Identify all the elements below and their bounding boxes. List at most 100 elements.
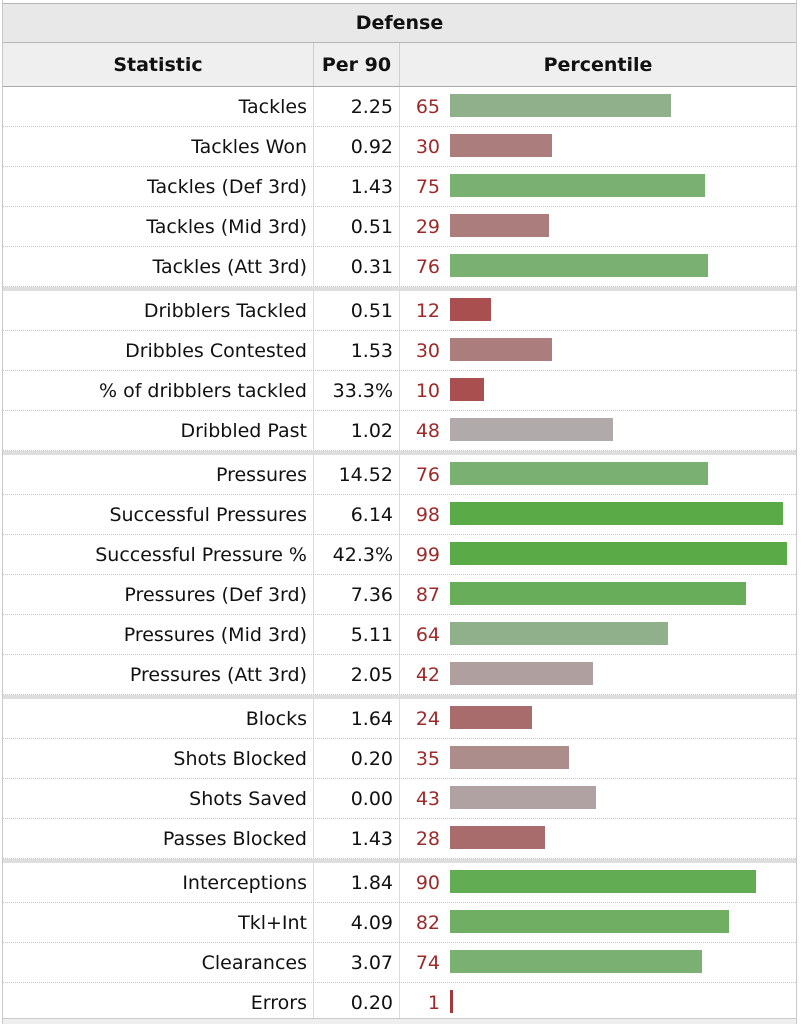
- table-bottom-edge: [3, 1018, 796, 1024]
- table-row: Interceptions 1.84 90: [3, 863, 796, 903]
- percentile-value: 87: [415, 583, 440, 606]
- stat-name: Pressures (Att 3rd): [3, 655, 314, 694]
- stat-name: Clearances: [3, 943, 314, 982]
- column-header-statistic[interactable]: Statistic: [3, 43, 314, 86]
- per90-value: 0.92: [314, 127, 400, 166]
- stat-name: Dribblers Tackled: [3, 291, 314, 330]
- percentile-bar: [450, 786, 596, 809]
- table-row: Dribbles Contested 1.53 30: [3, 331, 796, 371]
- percentile-bar: [450, 378, 484, 401]
- table-row: % of dribblers tackled 33.3% 10: [3, 371, 796, 411]
- top-strip: [3, 0, 796, 3]
- percentile-value: 24: [415, 707, 440, 730]
- percentile-value: 74: [415, 951, 440, 974]
- stat-name: % of dribblers tackled: [3, 371, 314, 410]
- stat-name: Successful Pressure %: [3, 535, 314, 574]
- percentile-bar: [450, 254, 708, 277]
- per90-value: 0.31: [314, 247, 400, 286]
- percentile-value: 35: [415, 747, 440, 770]
- stat-name: Tkl+Int: [3, 903, 314, 942]
- stat-name: Pressures (Mid 3rd): [3, 615, 314, 654]
- percentile-value: 10: [415, 379, 440, 402]
- stat-name: Pressures: [3, 455, 314, 494]
- group-separator: [3, 695, 796, 699]
- table-row: Clearances 3.07 74: [3, 943, 796, 983]
- percentile-bar: [450, 94, 671, 117]
- per90-value: 0.51: [314, 207, 400, 246]
- table-row: Shots Saved 0.00 43: [3, 779, 796, 819]
- table-row: Tackles 2.25 65: [3, 87, 796, 127]
- percentile-bar: [450, 338, 552, 361]
- percentile-value: 75: [415, 175, 440, 198]
- table-row: Successful Pressures 6.14 98: [3, 495, 796, 535]
- table-title: Defense: [3, 3, 796, 43]
- stat-name: Blocks: [3, 699, 314, 738]
- per90-value: 4.09: [314, 903, 400, 942]
- table-row: Tkl+Int 4.09 82: [3, 903, 796, 943]
- table-row: Tackles Won 0.92 30: [3, 127, 796, 167]
- percentile-value: 12: [415, 299, 440, 322]
- percentile-bar: [450, 582, 746, 605]
- group-separator: [3, 451, 796, 455]
- per90-value: 3.07: [314, 943, 400, 982]
- per90-value: 14.52: [314, 455, 400, 494]
- percentile-bar: [450, 214, 549, 237]
- percentile-bar: [450, 134, 552, 157]
- stat-name: Tackles (Def 3rd): [3, 167, 314, 206]
- stat-name: Dribbles Contested: [3, 331, 314, 370]
- percentile-value: 64: [415, 623, 440, 646]
- per90-value: 33.3%: [314, 371, 400, 410]
- table-row: Pressures (Mid 3rd) 5.11 64: [3, 615, 796, 655]
- table-row: Pressures (Att 3rd) 2.05 42: [3, 655, 796, 695]
- per90-value: 2.25: [314, 87, 400, 126]
- group-separator: [3, 287, 796, 291]
- percentile-value: 29: [415, 215, 440, 238]
- table-row: Tackles (Def 3rd) 1.43 75: [3, 167, 796, 207]
- table-row: Pressures 14.52 76: [3, 455, 796, 495]
- table-row: Errors 0.20 1: [3, 983, 796, 1023]
- per90-value: 1.84: [314, 863, 400, 902]
- percentile-bar: [450, 418, 613, 441]
- per90-value: 1.64: [314, 699, 400, 738]
- table-row: Passes Blocked 1.43 28: [3, 819, 796, 859]
- percentile-value: 48: [415, 419, 440, 442]
- per90-value: 42.3%: [314, 535, 400, 574]
- table-row: Dribblers Tackled 0.51 12: [3, 291, 796, 331]
- table-row: Shots Blocked 0.20 35: [3, 739, 796, 779]
- percentile-bar: [450, 910, 729, 933]
- column-header-percentile[interactable]: Percentile: [543, 53, 653, 76]
- percentile-value: 30: [415, 339, 440, 362]
- percentile-bar: [450, 502, 783, 525]
- per90-value: 6.14: [314, 495, 400, 534]
- table-row: Blocks 1.64 24: [3, 699, 796, 739]
- percentile-bar: [450, 462, 708, 485]
- table-row: Pressures (Def 3rd) 7.36 87: [3, 575, 796, 615]
- per90-value: 5.11: [314, 615, 400, 654]
- percentile-bar: [450, 622, 668, 645]
- stat-name: Successful Pressures: [3, 495, 314, 534]
- stat-name: Errors: [3, 983, 314, 1022]
- stat-name: Tackles (Att 3rd): [3, 247, 314, 286]
- percentile-value: 30: [415, 135, 440, 158]
- table-row: Dribbled Past 1.02 48: [3, 411, 796, 451]
- percentile-bar: [450, 174, 705, 197]
- percentile-bar: [450, 870, 756, 893]
- percentile-bar: [450, 950, 702, 973]
- per90-value: 0.20: [314, 983, 400, 1022]
- per90-value: 0.00: [314, 779, 400, 818]
- table-row: Tackles (Mid 3rd) 0.51 29: [3, 207, 796, 247]
- table-row: Tackles (Att 3rd) 0.31 76: [3, 247, 796, 287]
- column-header-per90[interactable]: Per 90: [314, 43, 400, 86]
- column-header-row: Statistic Per 90 Percentile: [3, 43, 796, 87]
- stat-name: Interceptions: [3, 863, 314, 902]
- per90-value: 0.20: [314, 739, 400, 778]
- percentile-value: 28: [415, 827, 440, 850]
- percentile-value: 90: [415, 871, 440, 894]
- percentile-bar: [450, 826, 545, 849]
- group-separator: [3, 859, 796, 863]
- stat-name: Pressures (Def 3rd): [3, 575, 314, 614]
- per90-value: 7.36: [314, 575, 400, 614]
- percentile-value: 98: [415, 503, 440, 526]
- stat-name: Tackles Won: [3, 127, 314, 166]
